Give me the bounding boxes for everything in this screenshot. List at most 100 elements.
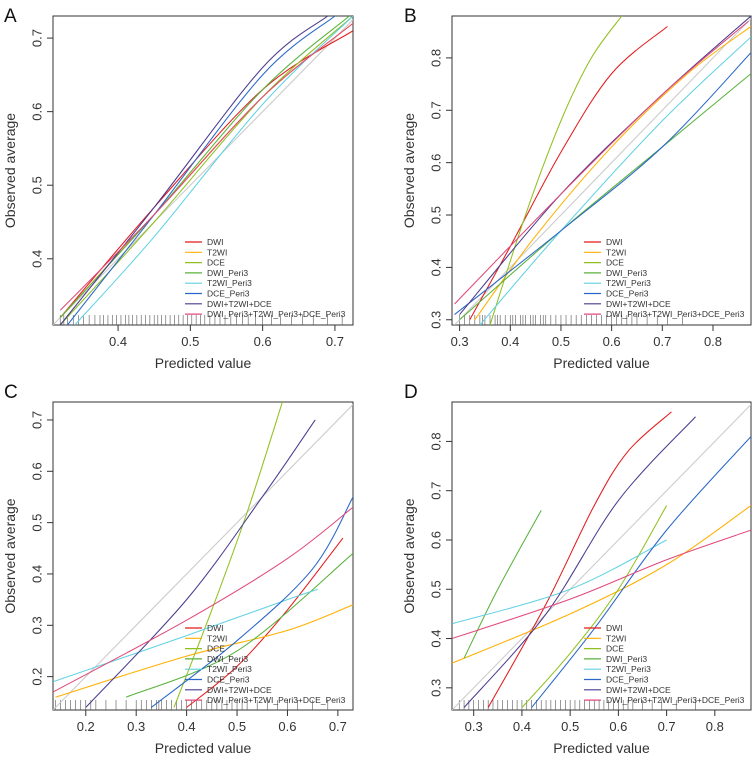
x-tick-label: 0.6 xyxy=(254,334,272,349)
x-tick-label: 0.6 xyxy=(609,719,627,734)
x-tick-label: 0.6 xyxy=(603,334,621,349)
legend-entry: T2WI xyxy=(207,247,227,257)
legend-entry: DWI_Peri3+T2WI_Peri3+DCE_Peri3 xyxy=(207,695,346,705)
legend-entry: T2WI_Peri3 xyxy=(207,278,252,288)
y-tick-label: 0.8 xyxy=(428,432,443,450)
legend-entry: DCE_Peri3 xyxy=(606,675,649,685)
x-tick-label: 0.8 xyxy=(704,334,722,349)
series-line-dwi-t2wi-dce xyxy=(459,16,751,315)
legend-entry: DWI_Peri3 xyxy=(606,268,647,278)
legend-entry: DCE_Peri3 xyxy=(207,675,250,685)
x-tick-label: 0.3 xyxy=(465,719,483,734)
x-tick-label: 0.4 xyxy=(513,719,531,734)
series-line-t2wi-peri3 xyxy=(53,588,318,683)
x-tick-label: 0.4 xyxy=(178,719,196,734)
y-tick-label: 0.8 xyxy=(428,49,443,67)
legend-entry: DWI_Peri3 xyxy=(207,654,248,664)
series-line-reference xyxy=(53,19,353,325)
series-line-t2wi-peri3 xyxy=(452,539,667,625)
x-tick-label: 0.4 xyxy=(109,334,127,349)
series-line-dwi xyxy=(487,411,672,708)
x-tick-label: 0.7 xyxy=(658,719,676,734)
panel-letter: A xyxy=(4,6,17,27)
series-line-dwi-peri3-t2wi-peri3-dce-peri3 xyxy=(59,22,353,311)
x-tick-label: 0.5 xyxy=(228,719,246,734)
series-line-dwi-peri3-t2wi-peri3-dce-peri3 xyxy=(454,20,749,305)
x-axis-title: Predicted value xyxy=(553,355,650,371)
series-line-reference xyxy=(454,18,751,325)
series-line-reference xyxy=(452,404,751,710)
x-tick-label: 0.7 xyxy=(653,334,671,349)
series-line-dce-peri3 xyxy=(150,496,353,708)
legend-entry: T2WI xyxy=(606,633,626,643)
legend-entry: DCE xyxy=(606,258,624,268)
plot-frame xyxy=(52,401,354,711)
series-line-dwi xyxy=(469,26,668,321)
y-tick-label: 0.3 xyxy=(428,311,443,329)
legend-entry: T2WI xyxy=(606,247,626,257)
series-line-t2wi xyxy=(474,26,751,321)
series-line-dce-peri3 xyxy=(531,436,751,708)
legend-entry: DWI_Peri3+T2WI_Peri3+DCE_Peri3 xyxy=(606,309,745,319)
y-tick-label: 0.6 xyxy=(29,103,44,121)
panel-B: B 0.3 0.4 0.5 0.6 0.7 0.8 0.3 0.4 0.5 0.6 0.7 0.8 Pre… xyxy=(401,6,752,371)
series-line-dwi-t2wi-dce xyxy=(463,416,696,708)
series-line-dwi-peri3 xyxy=(125,553,353,698)
y-axis-title: Observed average xyxy=(2,113,18,228)
legend-entry: DWI_Peri3+T2WI_Peri3+DCE_Peri3 xyxy=(207,309,346,319)
legend-entry: DWI+T2WI+DCE xyxy=(606,299,671,309)
plot-area xyxy=(452,404,751,710)
series-line-t2wi-peri3 xyxy=(479,36,751,325)
x-tick-label: 0.5 xyxy=(181,334,199,349)
legend-entry: DWI xyxy=(207,237,224,247)
y-axis-title: Observed average xyxy=(401,498,417,613)
legend-entry: T2WI_Peri3 xyxy=(606,664,651,674)
y-tick-label: 0.5 xyxy=(428,206,443,224)
legend-entry: T2WI_Peri3 xyxy=(207,664,252,674)
series-line-dwi-peri3 xyxy=(59,16,350,318)
plot-frame xyxy=(451,401,752,711)
y-tick-label: 0.7 xyxy=(428,101,443,119)
series-line-dwi-peri3 xyxy=(459,73,751,321)
series-line-dwi-peri3-t2wi-peri3-dce-peri3 xyxy=(452,529,751,640)
legend: DWIT2WIDCEDWI_Peri3T2WI_Peri3DCE_Peri3DW… xyxy=(584,623,745,705)
x-axis-title: Predicted value xyxy=(553,740,650,756)
y-tick-label: 0.6 xyxy=(428,531,443,549)
plot-area xyxy=(53,402,353,710)
panel-A: A 0.4 0.5 0.6 0.7 0.4 0.5 0.6 0.7 Predicted value… xyxy=(2,6,354,371)
y-tick-label: 0.7 xyxy=(29,411,44,429)
y-tick-label: 0.5 xyxy=(29,514,44,532)
series-line-reference xyxy=(53,404,353,710)
panel-letter: B xyxy=(404,6,417,27)
legend-entry: DCE_Peri3 xyxy=(207,289,250,299)
y-tick-label: 0.4 xyxy=(428,630,443,648)
x-tick-label: 0.6 xyxy=(278,719,296,734)
x-tick-label: 0.4 xyxy=(501,334,519,349)
y-tick-label: 0.4 xyxy=(428,258,443,276)
plot-area xyxy=(53,16,353,325)
legend-entry: DWI xyxy=(606,237,623,247)
plot-area xyxy=(454,16,751,325)
series-line-t2wi xyxy=(452,505,751,664)
legend-entry: DWI xyxy=(606,623,623,633)
series-line-dwi-t2wi-dce xyxy=(85,419,316,708)
panel-letter: C xyxy=(4,382,18,403)
plot-frame xyxy=(52,15,354,326)
legend-entry: T2WI xyxy=(207,633,227,643)
panel-letter: D xyxy=(404,382,418,403)
y-tick-label: 0.6 xyxy=(428,154,443,172)
x-axis-title: Predicted value xyxy=(155,355,252,371)
legend-entry: T2WI_Peri3 xyxy=(606,278,651,288)
x-tick-label: 0.7 xyxy=(326,334,344,349)
y-tick-label: 0.5 xyxy=(428,580,443,598)
panel-C: C 0.2 0.3 0.4 0.5 0.6 0.7 0.2 0.3 0.4 0.5 0.6 0.7 Pre… xyxy=(2,382,354,756)
series-line-dce xyxy=(59,16,353,325)
x-tick-label: 0.8 xyxy=(706,719,724,734)
y-tick-label: 0.7 xyxy=(428,482,443,500)
y-axis-title: Observed average xyxy=(401,113,417,228)
legend-entry: DWI+T2WI+DCE xyxy=(606,685,671,695)
y-tick-label: 0.3 xyxy=(428,679,443,697)
legend-entry: DWI_Peri3+T2WI_Peri3+DCE_Peri3 xyxy=(606,695,745,705)
